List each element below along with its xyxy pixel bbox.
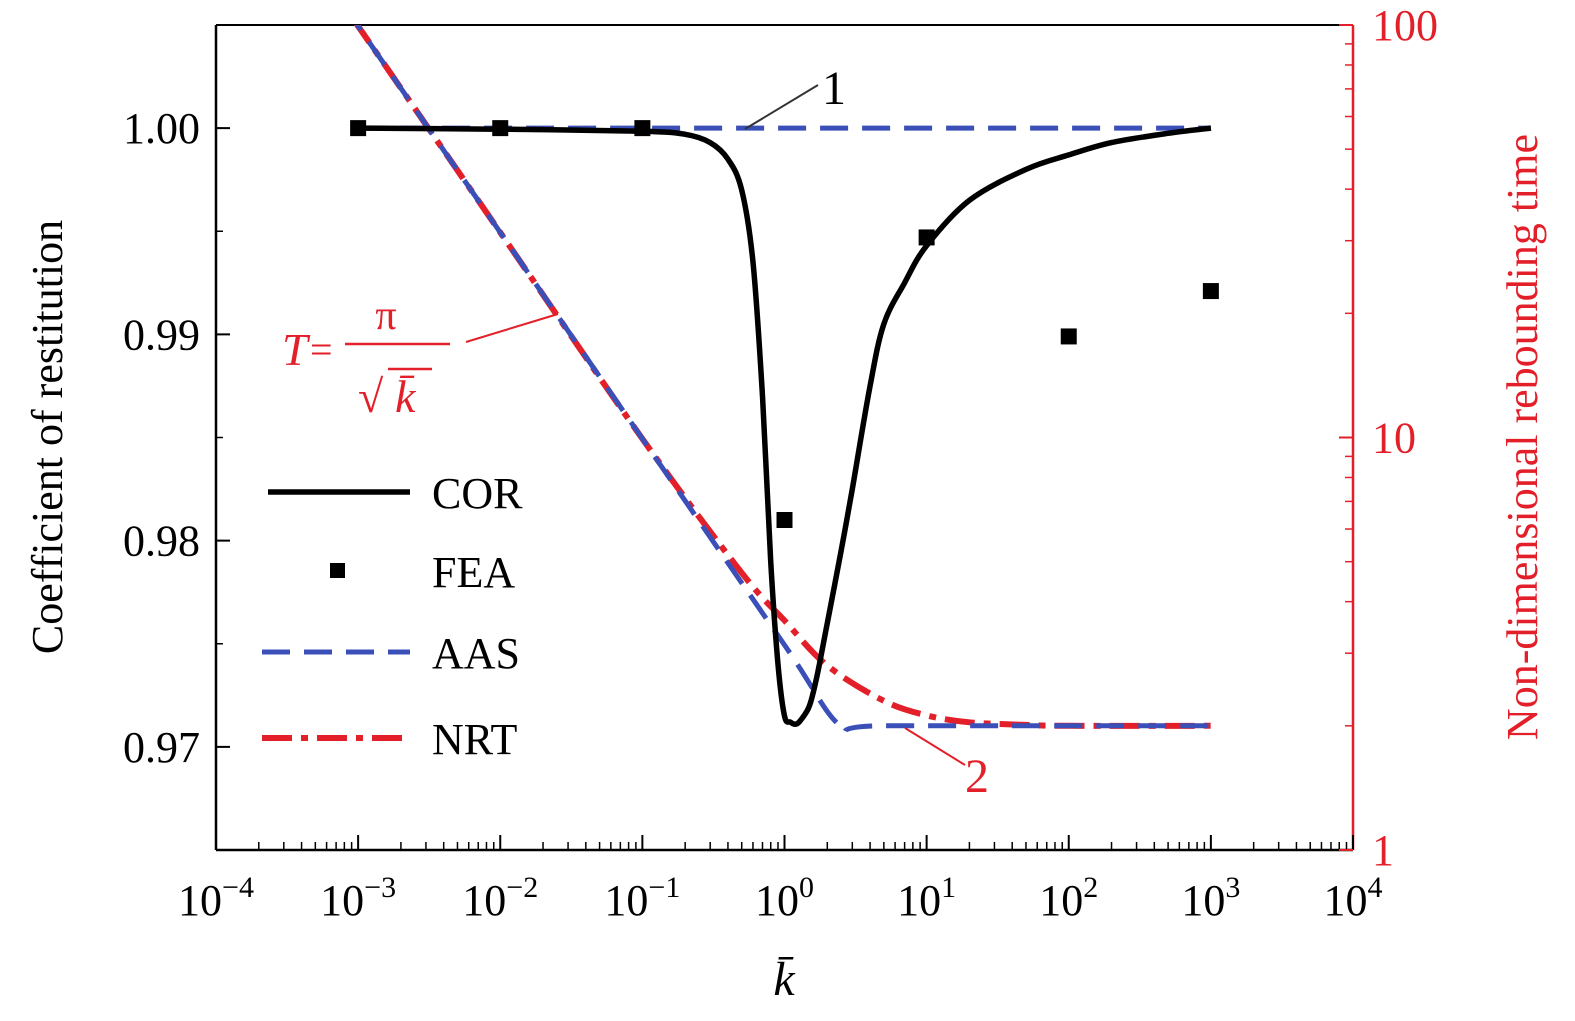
formula-sqrt: √ xyxy=(358,371,384,422)
formula-symbol-t: T xyxy=(282,324,311,375)
y-tick-label: 0.98 xyxy=(123,517,200,566)
y2-axis-label: Non-dimensional rebounding time xyxy=(1498,134,1547,740)
leader-line-2 xyxy=(904,727,966,766)
axis-ticks: 10−4 10−3 10−2 10−1 100 101 102 103 1041.000.990… xyxy=(123,1,1438,925)
fea-marker xyxy=(1060,328,1077,345)
y2-tick-label: 1 xyxy=(1372,826,1394,875)
x-tick-label: 10−3 xyxy=(320,871,396,925)
y-axis-label: Coefficient of restitution xyxy=(23,220,72,654)
aas-right-line xyxy=(354,25,1211,735)
leader-line-formula xyxy=(465,313,559,343)
fea-marker xyxy=(492,120,509,137)
x-tick-label: 104 xyxy=(1324,871,1383,925)
fea-marker xyxy=(1202,283,1219,300)
y2-tick-label: 10 xyxy=(1372,414,1416,463)
annotation-label-1: 1 xyxy=(822,62,846,115)
formula-equals: = xyxy=(310,327,333,372)
formula-denominator: k̄ xyxy=(395,371,417,422)
fea-marker xyxy=(776,512,793,528)
annotation-label-2: 2 xyxy=(965,750,989,803)
fea-marker xyxy=(634,120,651,137)
legend-nrt-label: NRT xyxy=(432,715,517,764)
x-tick-label: 100 xyxy=(755,871,814,925)
x-axis-label: k̄ xyxy=(773,953,796,1006)
legend-aas-label: AAS xyxy=(432,629,520,678)
x-tick-label: 103 xyxy=(1181,871,1240,925)
y2-tick-label: 100 xyxy=(1372,1,1438,50)
legend-cor-label: COR xyxy=(432,469,523,518)
cor-left-line xyxy=(358,125,1212,727)
formula-annotation: T = π √ k̄ xyxy=(282,293,450,422)
legend-fea-label: FEA xyxy=(432,548,515,597)
fea-marker xyxy=(350,120,367,137)
x-tick-label: 10−1 xyxy=(604,871,680,925)
y-tick-label: 0.99 xyxy=(123,310,200,359)
x-tick-label: 10−4 xyxy=(178,871,254,925)
plot-series xyxy=(350,25,1219,735)
leader-line-1 xyxy=(744,84,819,130)
x-tick-label: 101 xyxy=(897,871,956,925)
x-tick-label: 10−2 xyxy=(462,871,538,925)
fea-marker xyxy=(918,229,935,246)
legend: COR FEA AAS NRT xyxy=(262,469,523,764)
y-tick-label: 0.97 xyxy=(123,723,200,772)
y-tick-label: 1.00 xyxy=(123,104,200,153)
formula-numerator: π xyxy=(375,293,396,339)
legend-fea-marker xyxy=(330,563,345,578)
x-tick-label: 102 xyxy=(1039,871,1098,925)
